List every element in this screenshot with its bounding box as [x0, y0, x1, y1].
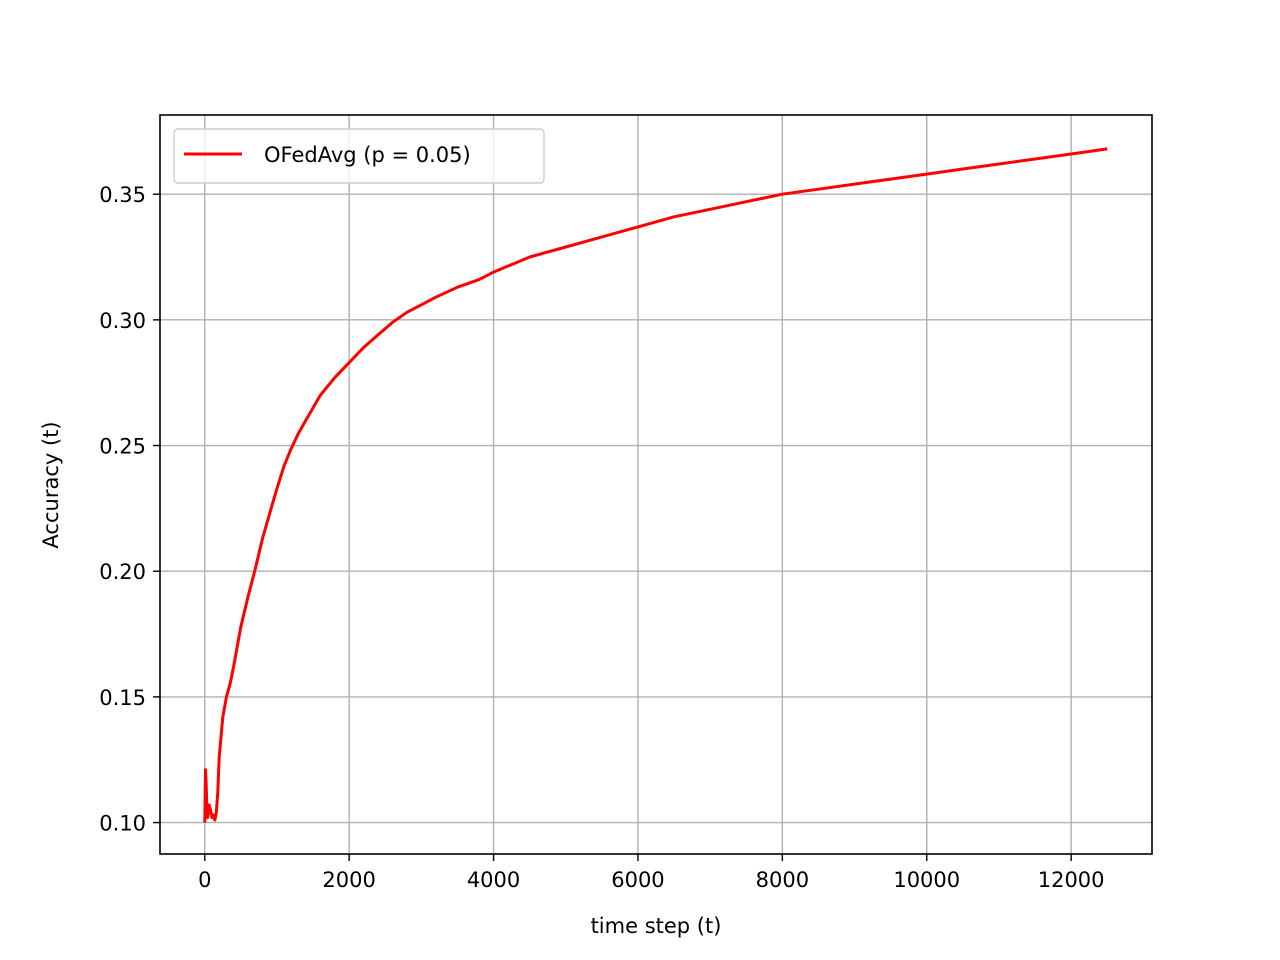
y-tick-label: 0.20 [99, 560, 146, 584]
legend: OFedAvg (p = 0.05) [173, 128, 545, 184]
x-tick-label: 2000 [322, 868, 375, 892]
x-tick-label: 0 [198, 868, 211, 892]
y-tick-label: 0.35 [99, 183, 146, 207]
y-tick-label: 0.10 [99, 812, 146, 836]
legend-box [173, 128, 545, 184]
y-tick-label: 0.15 [99, 686, 146, 710]
y-tick-label: 0.30 [99, 309, 146, 333]
x-tick-label: 6000 [611, 868, 664, 892]
y-axis-label: Accuracy (t) [39, 421, 63, 548]
y-tick-label: 0.25 [99, 435, 146, 459]
series-line [203, 147, 1108, 823]
x-tick-label: 12000 [1038, 868, 1105, 892]
series-layer [203, 147, 1108, 823]
x-tick-label: 10000 [893, 868, 960, 892]
legend-label: OFedAvg (p = 0.05) [264, 143, 471, 167]
x-axis-label: time step (t) [591, 914, 722, 938]
x-tick-label: 8000 [756, 868, 809, 892]
plot-frame [159, 114, 1153, 855]
grid-lines [160, 115, 1152, 854]
axis-ticks: 0 2000 4000 6000 8000 10000 12000 0.10 0.15 0.20 0… [99, 183, 1104, 892]
x-tick-label: 4000 [467, 868, 520, 892]
